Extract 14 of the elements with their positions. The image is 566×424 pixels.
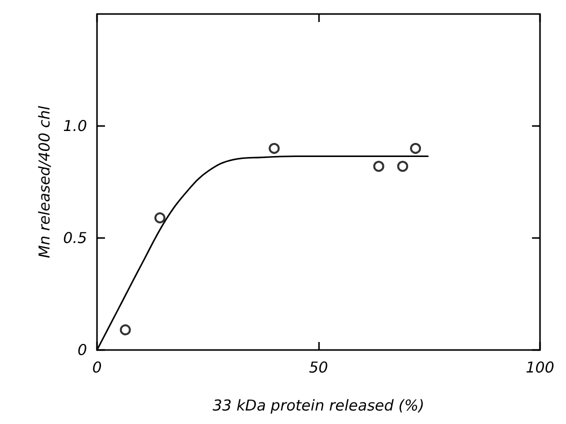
- point: [120, 324, 131, 336]
- point: [154, 212, 166, 224]
- point: [268, 142, 280, 154]
- x-tick-label: 0: [92, 358, 102, 376]
- x-axis-title: 33 kDa protein released (%): [212, 396, 424, 414]
- x-tick-label: 50: [308, 358, 328, 376]
- y-tick-label: 0: [77, 341, 87, 359]
- y-tick-label: 0.5: [63, 229, 87, 247]
- point: [410, 142, 422, 154]
- x-tick-label: 100: [526, 358, 554, 376]
- point: [397, 160, 408, 172]
- y-tick-label: 1.0: [63, 117, 87, 135]
- y-axis-title: Mn released/400 chl: [36, 105, 54, 258]
- point: [373, 160, 384, 172]
